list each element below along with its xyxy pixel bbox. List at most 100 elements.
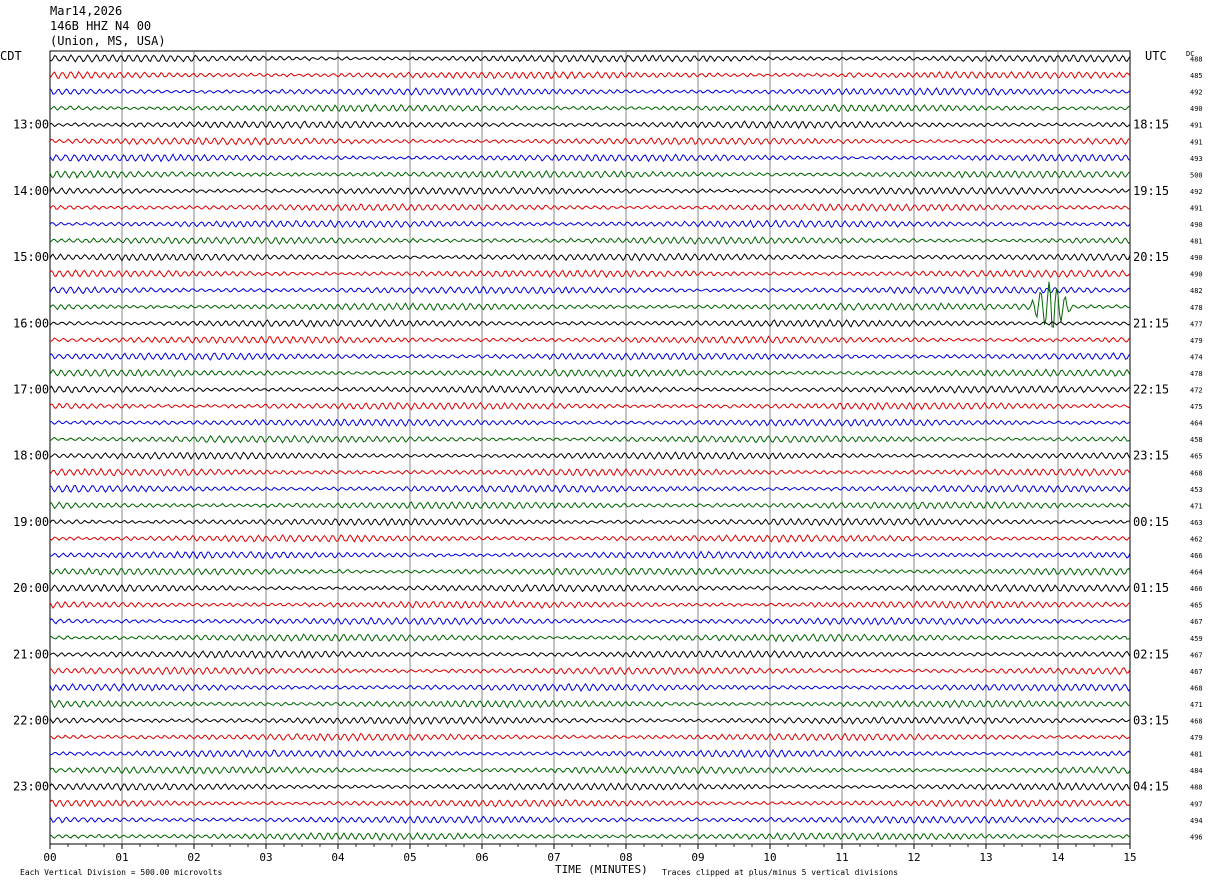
trace-line [49, 517, 1130, 527]
dc-value: 467 [1190, 618, 1203, 626]
dc-value: 493 [1190, 155, 1203, 163]
right-hour-label: 02:15 [1133, 647, 1169, 661]
trace-line [49, 765, 1131, 775]
station-location: (Union, MS, USA) [50, 34, 166, 48]
trace-line [49, 120, 1131, 130]
trace-line [49, 285, 1131, 295]
trace-line [49, 236, 1131, 246]
dc-value: 490 [1190, 271, 1203, 279]
x-tick-label: 09 [691, 851, 704, 864]
dc-value: 458 [1190, 436, 1203, 444]
dc-value: 491 [1190, 138, 1203, 146]
dc-value: 496 [1190, 833, 1203, 841]
dc-value: 492 [1190, 188, 1203, 196]
trace-line [49, 318, 1131, 328]
dc-value: 471 [1190, 502, 1203, 510]
plot-date: Mar14,2026 [50, 4, 123, 18]
trace-line [49, 600, 1131, 609]
x-tick-label: 11 [835, 851, 848, 864]
left-zone-label: CDT [0, 49, 22, 63]
dc-value: 453 [1190, 486, 1203, 494]
right-hour-label: 20:15 [1133, 250, 1169, 264]
trace-line [49, 351, 1131, 361]
trace-line [49, 153, 1131, 163]
dc-value: 484 [1190, 767, 1203, 775]
x-tick-label: 00 [43, 851, 56, 864]
label-group: 00 01 02 03 04 05 06 07 08 09 10 11 12 13 14 15 13:00 14:… [13, 56, 1203, 865]
trace-line [49, 87, 1131, 96]
trace-line [49, 384, 1131, 394]
clip-note: Traces clipped at plus/minus 5 vertical … [662, 868, 898, 877]
dc-value: 479 [1190, 734, 1203, 742]
dc-value: 475 [1190, 403, 1203, 411]
dc-value: 482 [1190, 287, 1203, 295]
dc-value: 488 [1190, 784, 1203, 792]
x-tick-label: 13 [979, 851, 992, 864]
trace-line [49, 831, 1131, 841]
trace-line [49, 501, 1131, 510]
dc-value: 500 [1190, 171, 1203, 179]
dc-value: 481 [1190, 238, 1203, 246]
dc-value: 490 [1190, 254, 1203, 262]
x-tick-label: 12 [907, 851, 920, 864]
trace-line [49, 269, 1131, 279]
trace-line [49, 136, 1131, 146]
dc-value: 465 [1190, 602, 1203, 610]
right-hour-label: 22:15 [1133, 383, 1169, 397]
trace-line [49, 666, 1131, 676]
trace-line [49, 203, 1131, 212]
trace-line [49, 418, 1131, 427]
dc-value: 490 [1190, 221, 1203, 229]
dc-value: 464 [1190, 569, 1203, 577]
right-hour-label: 18:15 [1133, 118, 1169, 132]
x-tick-label: 10 [763, 851, 776, 864]
left-hour-label: 22:00 [13, 714, 49, 728]
trace-line [49, 467, 1131, 477]
trace-line [49, 70, 1131, 80]
dc-value: 467 [1190, 651, 1203, 659]
trace-line [49, 219, 1131, 229]
dc-value: 494 [1190, 817, 1203, 825]
trace-line [49, 583, 1131, 593]
trace-line [49, 633, 1131, 643]
left-hour-label: 17:00 [13, 383, 49, 397]
trace-line [49, 484, 1131, 494]
trace-line [49, 815, 1131, 825]
trace-line [49, 252, 1131, 262]
dc-value: 488 [1190, 56, 1203, 64]
dc-value: 468 [1190, 469, 1203, 477]
dc-value: 481 [1190, 751, 1203, 759]
dc-value: 464 [1190, 420, 1203, 428]
left-hour-label: 16:00 [13, 316, 49, 330]
trace-line [49, 169, 1131, 179]
trace-line [49, 716, 1131, 725]
right-hour-label: 23:15 [1133, 449, 1169, 463]
trace-line [49, 401, 1131, 411]
dc-value: 468 [1190, 684, 1203, 692]
dc-value: 497 [1190, 800, 1203, 808]
right-hour-label: 01:15 [1133, 581, 1169, 595]
x-tick-label: 06 [475, 851, 488, 864]
right-hour-label: 04:15 [1133, 780, 1169, 794]
right-zone-label: UTC [1145, 49, 1167, 63]
station-id: 146B HHZ N4 00 [50, 19, 152, 33]
x-tick-label: 04 [331, 851, 345, 864]
trace-line [49, 103, 1131, 113]
dc-value: 459 [1190, 635, 1203, 643]
right-hour-label: 00:15 [1133, 515, 1169, 529]
dc-value: 471 [1190, 701, 1203, 709]
dc-value: 467 [1190, 668, 1203, 676]
trace-line [49, 732, 1131, 742]
trace-group [49, 53, 1131, 841]
dc-value: 478 [1190, 370, 1203, 378]
dc-value: 472 [1190, 387, 1203, 395]
dc-value: 478 [1190, 304, 1203, 312]
trace-line [49, 781, 1131, 792]
x-tick-label: 01 [115, 851, 128, 864]
x-tick-label: 02 [187, 851, 200, 864]
x-tick-label: 07 [547, 851, 560, 864]
trace-line [49, 798, 1131, 808]
right-hour-label: 19:15 [1133, 184, 1169, 198]
right-hour-label: 03:15 [1133, 714, 1169, 728]
